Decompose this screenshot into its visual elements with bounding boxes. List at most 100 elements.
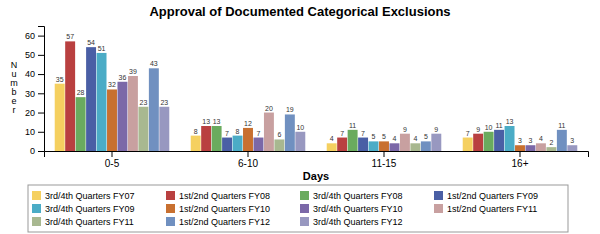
bar xyxy=(233,136,243,151)
legend-label: 1st/2nd Quarters FY09 xyxy=(447,191,538,201)
bar xyxy=(431,134,441,151)
data-label: 57 xyxy=(66,33,74,40)
legend-swatch xyxy=(32,191,41,200)
bar xyxy=(55,84,65,151)
bar xyxy=(97,53,107,151)
bar xyxy=(212,126,222,151)
tick: 10 xyxy=(25,127,44,137)
data-label: 23 xyxy=(160,99,168,106)
legend: 3rd/4th Quarters FY07 1st/2nd Quarters FY… xyxy=(28,185,568,232)
data-label: 4 xyxy=(330,135,334,142)
data-label: 13 xyxy=(506,118,514,125)
tick-mark xyxy=(112,151,113,157)
tick-label: 11-15 xyxy=(372,158,397,169)
bar xyxy=(76,97,86,151)
legend-label: 3rd/4th Quarters FY12 xyxy=(313,217,403,227)
legend-item: 3rd/4th Quarters FY10 xyxy=(300,204,403,214)
tick-label: 50 xyxy=(25,50,35,60)
bar xyxy=(536,143,546,151)
bar xyxy=(253,138,263,151)
tick-mark xyxy=(520,151,521,157)
axis-line xyxy=(38,27,45,152)
data-label: 13 xyxy=(213,118,221,125)
bar xyxy=(191,136,201,151)
bar xyxy=(515,145,525,151)
legend-label: 3rd/4th Quarters FY11 xyxy=(45,217,134,227)
legend-item: 1st/2nd Quarters FY11 xyxy=(434,204,537,214)
tick-mark xyxy=(38,132,44,133)
data-label: 4 xyxy=(393,135,397,142)
tick: 16+ xyxy=(512,151,529,169)
x-axis: 0-56-1011-1516+ xyxy=(45,151,589,169)
data-label: 13 xyxy=(202,118,210,125)
bar xyxy=(494,130,504,151)
bar xyxy=(149,68,159,151)
bar xyxy=(379,141,389,151)
bar xyxy=(117,82,127,151)
tick-label: 20 xyxy=(25,108,35,118)
data-label: 39 xyxy=(129,68,137,75)
tick: 40 xyxy=(25,69,44,79)
bar xyxy=(400,134,410,151)
legend-item: 3rd/4th Quarters FY11 xyxy=(32,217,134,227)
data-label: 51 xyxy=(98,45,106,52)
x-label: Days xyxy=(303,170,329,182)
data-label: 7 xyxy=(361,130,365,137)
legend-label: 3rd/4th Quarters FY10 xyxy=(313,204,403,214)
data-label: 19 xyxy=(286,106,294,113)
bar xyxy=(358,138,368,151)
legend-label: 3rd/4th Quarters FY09 xyxy=(45,204,135,214)
tick: 11-15 xyxy=(372,151,397,169)
bar xyxy=(421,141,431,151)
legend-item: 1st/2nd Quarters FY09 xyxy=(434,191,538,201)
legend-swatch xyxy=(166,204,175,213)
tick-label: 60 xyxy=(25,31,35,41)
data-label: 43 xyxy=(150,60,158,67)
tick-mark xyxy=(38,74,44,75)
bar xyxy=(107,89,117,151)
tick-label: 16+ xyxy=(512,158,529,169)
legend-swatch xyxy=(166,217,175,226)
legend-item: 1st/2nd Quarters FY08 xyxy=(166,191,270,201)
data-label: 5 xyxy=(424,133,428,140)
data-label: 32 xyxy=(108,81,116,88)
bar xyxy=(348,130,358,151)
bar xyxy=(389,143,399,151)
tick-mark xyxy=(38,93,44,94)
data-label: 8 xyxy=(194,128,198,135)
bars xyxy=(55,41,578,151)
data-label: 11 xyxy=(558,122,565,129)
bar xyxy=(505,126,515,151)
bar xyxy=(546,147,556,151)
axis-line xyxy=(45,152,589,158)
data-label: 6 xyxy=(277,131,281,138)
data-label: 9 xyxy=(403,126,407,133)
data-label: 10 xyxy=(296,124,304,131)
legend-label: 3rd/4th Quarters FY08 xyxy=(313,191,403,201)
data-label: 7 xyxy=(225,130,229,137)
data-label: 4 xyxy=(413,135,417,142)
tick-mark xyxy=(38,36,44,37)
tick-label: 30 xyxy=(25,89,35,99)
y-label: Number xyxy=(10,60,18,115)
y-axis: 0102030405060 xyxy=(25,27,45,157)
legend-item: 3rd/4th Quarters FY12 xyxy=(300,217,403,227)
bar xyxy=(484,132,494,151)
data-label: 2 xyxy=(549,139,553,146)
data-label: 28 xyxy=(77,89,85,96)
data-label: 7 xyxy=(257,130,261,137)
legend-label: 3rd/4th Quarters FY07 xyxy=(45,191,135,201)
y-label-line: r xyxy=(13,105,16,115)
tick: 0-5 xyxy=(105,151,120,169)
data-label: 11 xyxy=(495,122,502,129)
data-label: 54 xyxy=(87,39,95,46)
tick-mark xyxy=(248,151,249,157)
legend-item: 1st/2nd Quarters FY10 xyxy=(166,204,270,214)
legend-item: 3rd/4th Quarters FY07 xyxy=(32,191,135,201)
tick: 30 xyxy=(25,89,44,99)
bar xyxy=(274,139,284,151)
title: Approval of Documented Categorical Exclu… xyxy=(149,4,450,19)
data-label: 11 xyxy=(349,122,356,129)
data-label: 3 xyxy=(570,137,574,144)
legend-label: 1st/2nd Quarters FY11 xyxy=(447,204,537,214)
